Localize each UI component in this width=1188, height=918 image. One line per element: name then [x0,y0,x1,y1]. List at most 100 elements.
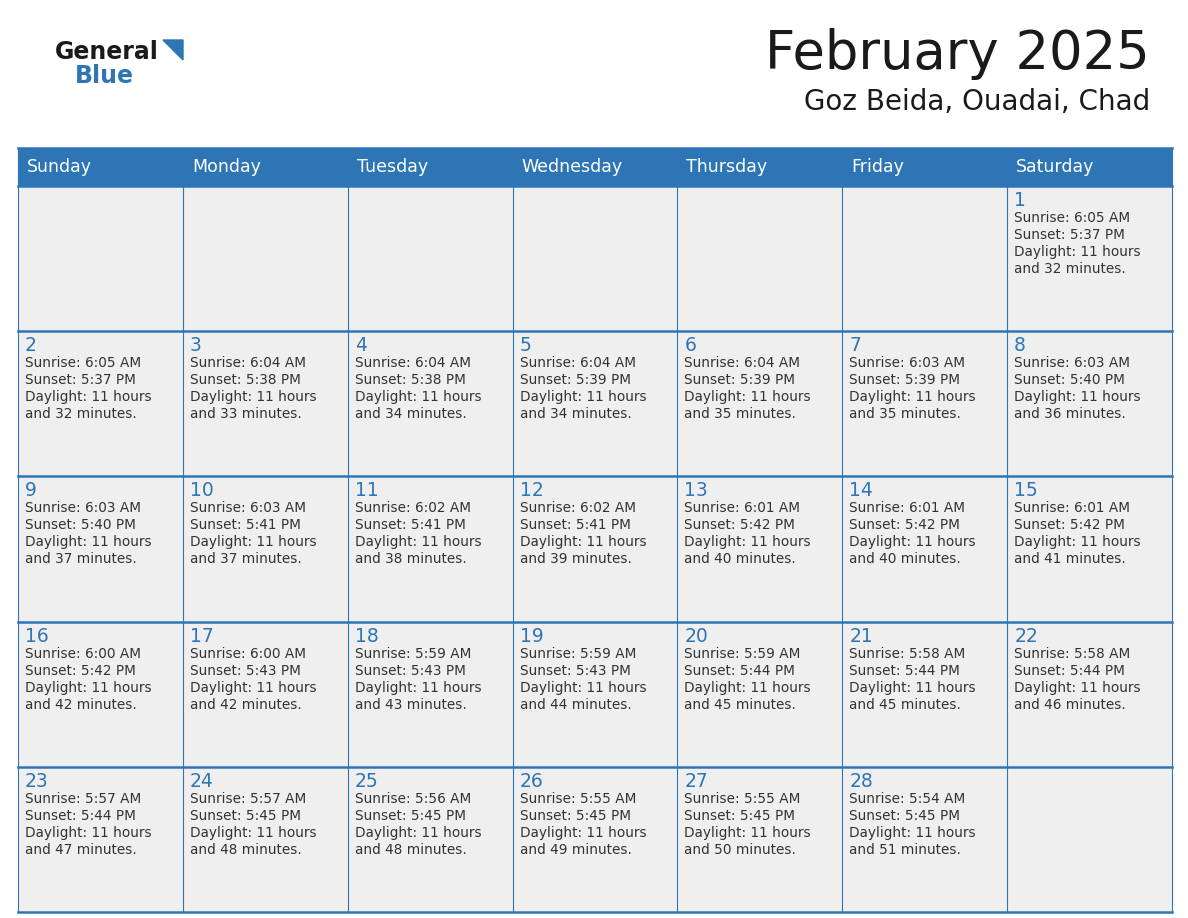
Text: Sunset: 5:45 PM: Sunset: 5:45 PM [190,809,301,823]
Text: 18: 18 [355,627,379,645]
Text: Sunrise: 5:54 AM: Sunrise: 5:54 AM [849,792,966,806]
Text: Sunrise: 5:55 AM: Sunrise: 5:55 AM [519,792,636,806]
Text: Sunrise: 6:00 AM: Sunrise: 6:00 AM [190,646,305,661]
Text: Sunset: 5:38 PM: Sunset: 5:38 PM [190,374,301,387]
Text: 13: 13 [684,481,708,500]
Text: 20: 20 [684,627,708,645]
Text: Daylight: 11 hours: Daylight: 11 hours [25,390,152,404]
Text: Sunrise: 6:00 AM: Sunrise: 6:00 AM [25,646,141,661]
Text: and 37 minutes.: and 37 minutes. [25,553,137,566]
Text: February 2025: February 2025 [765,28,1150,80]
Text: Daylight: 11 hours: Daylight: 11 hours [1015,535,1140,549]
Text: Daylight: 11 hours: Daylight: 11 hours [25,680,152,695]
Text: and 51 minutes.: and 51 minutes. [849,843,961,856]
Text: Friday: Friday [852,158,904,176]
Text: 24: 24 [190,772,214,790]
Text: Daylight: 11 hours: Daylight: 11 hours [849,826,975,840]
Text: Sunrise: 6:03 AM: Sunrise: 6:03 AM [190,501,305,515]
Text: Daylight: 11 hours: Daylight: 11 hours [1015,390,1140,404]
Text: Sunset: 5:42 PM: Sunset: 5:42 PM [1015,519,1125,532]
Text: Sunset: 5:38 PM: Sunset: 5:38 PM [355,374,466,387]
FancyBboxPatch shape [18,148,1173,186]
Text: Sunrise: 6:05 AM: Sunrise: 6:05 AM [1015,211,1130,225]
Text: Daylight: 11 hours: Daylight: 11 hours [355,826,481,840]
Text: Sunrise: 6:03 AM: Sunrise: 6:03 AM [849,356,966,370]
Text: Daylight: 11 hours: Daylight: 11 hours [25,826,152,840]
Text: and 50 minutes.: and 50 minutes. [684,843,796,856]
Text: Sunset: 5:45 PM: Sunset: 5:45 PM [849,809,960,823]
Text: Daylight: 11 hours: Daylight: 11 hours [25,535,152,549]
Text: and 33 minutes.: and 33 minutes. [190,408,302,421]
Text: 8: 8 [1015,336,1026,355]
Text: Daylight: 11 hours: Daylight: 11 hours [849,680,975,695]
Text: Sunset: 5:45 PM: Sunset: 5:45 PM [519,809,631,823]
Text: Sunset: 5:40 PM: Sunset: 5:40 PM [25,519,135,532]
Text: Blue: Blue [75,64,134,88]
Text: and 42 minutes.: and 42 minutes. [190,698,302,711]
Text: 1: 1 [1015,191,1026,210]
Text: and 45 minutes.: and 45 minutes. [684,698,796,711]
Text: Sunrise: 6:05 AM: Sunrise: 6:05 AM [25,356,141,370]
Text: 11: 11 [355,481,379,500]
Text: Sunrise: 5:59 AM: Sunrise: 5:59 AM [355,646,472,661]
Text: Sunrise: 6:02 AM: Sunrise: 6:02 AM [519,501,636,515]
Text: and 47 minutes.: and 47 minutes. [25,843,137,856]
FancyBboxPatch shape [18,186,1173,331]
Text: and 36 minutes.: and 36 minutes. [1015,408,1126,421]
FancyBboxPatch shape [18,767,1173,912]
Text: Sunset: 5:43 PM: Sunset: 5:43 PM [355,664,466,677]
Text: and 32 minutes.: and 32 minutes. [1015,262,1126,276]
Text: 12: 12 [519,481,543,500]
Text: Sunset: 5:39 PM: Sunset: 5:39 PM [519,374,631,387]
Text: Daylight: 11 hours: Daylight: 11 hours [684,826,811,840]
Text: 9: 9 [25,481,37,500]
Text: and 48 minutes.: and 48 minutes. [355,843,467,856]
Text: Sunrise: 6:04 AM: Sunrise: 6:04 AM [355,356,470,370]
Text: Daylight: 11 hours: Daylight: 11 hours [849,535,975,549]
FancyBboxPatch shape [18,621,1173,767]
Text: 17: 17 [190,627,214,645]
Text: Sunrise: 6:01 AM: Sunrise: 6:01 AM [849,501,966,515]
Text: and 32 minutes.: and 32 minutes. [25,408,137,421]
Text: Sunset: 5:43 PM: Sunset: 5:43 PM [519,664,631,677]
Text: Sunset: 5:39 PM: Sunset: 5:39 PM [684,374,796,387]
Text: 15: 15 [1015,481,1038,500]
Text: and 44 minutes.: and 44 minutes. [519,698,631,711]
Text: Sunset: 5:44 PM: Sunset: 5:44 PM [684,664,795,677]
Text: Daylight: 11 hours: Daylight: 11 hours [190,826,316,840]
Text: and 35 minutes.: and 35 minutes. [849,408,961,421]
Text: and 40 minutes.: and 40 minutes. [684,553,796,566]
Text: General: General [55,40,159,64]
Text: Sunrise: 5:58 AM: Sunrise: 5:58 AM [849,646,966,661]
Text: 14: 14 [849,481,873,500]
Text: 16: 16 [25,627,49,645]
Text: 5: 5 [519,336,531,355]
Text: 26: 26 [519,772,543,790]
Text: Daylight: 11 hours: Daylight: 11 hours [519,535,646,549]
Text: 19: 19 [519,627,543,645]
Text: Sunset: 5:42 PM: Sunset: 5:42 PM [849,519,960,532]
Text: Sunrise: 5:57 AM: Sunrise: 5:57 AM [25,792,141,806]
Text: Sunset: 5:39 PM: Sunset: 5:39 PM [849,374,960,387]
Text: Sunday: Sunday [27,158,91,176]
Text: Wednesday: Wednesday [522,158,623,176]
Text: and 42 minutes.: and 42 minutes. [25,698,137,711]
Text: Daylight: 11 hours: Daylight: 11 hours [355,680,481,695]
Text: Sunset: 5:37 PM: Sunset: 5:37 PM [1015,228,1125,242]
Text: Sunrise: 6:04 AM: Sunrise: 6:04 AM [190,356,305,370]
Text: Sunset: 5:40 PM: Sunset: 5:40 PM [1015,374,1125,387]
Text: and 49 minutes.: and 49 minutes. [519,843,632,856]
Text: Tuesday: Tuesday [356,158,428,176]
Text: Daylight: 11 hours: Daylight: 11 hours [1015,245,1140,259]
Text: 23: 23 [25,772,49,790]
Text: 2: 2 [25,336,37,355]
Text: Sunrise: 6:03 AM: Sunrise: 6:03 AM [25,501,141,515]
Text: Daylight: 11 hours: Daylight: 11 hours [684,535,811,549]
Text: Sunrise: 6:02 AM: Sunrise: 6:02 AM [355,501,470,515]
Text: and 40 minutes.: and 40 minutes. [849,553,961,566]
Text: 27: 27 [684,772,708,790]
Text: Daylight: 11 hours: Daylight: 11 hours [519,390,646,404]
Text: Thursday: Thursday [687,158,767,176]
Text: 4: 4 [355,336,367,355]
Text: Daylight: 11 hours: Daylight: 11 hours [190,390,316,404]
